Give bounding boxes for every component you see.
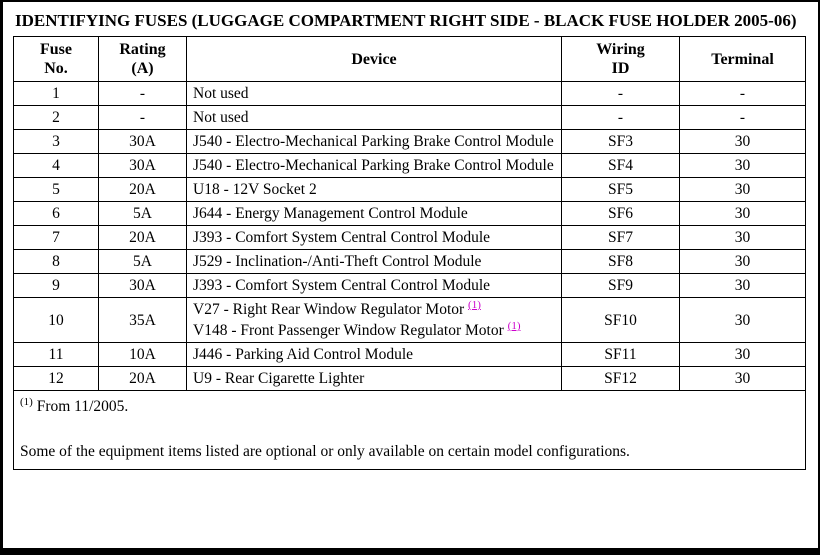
fuse-no-cell: 7 [13,225,99,250]
wiring-id-cell: - [561,81,680,106]
fuse-no-cell: 3 [13,129,99,154]
rating-cell: 20A [98,225,187,250]
fuse-no-cell: 4 [13,153,99,178]
fuse-no-cell: 6 [13,201,99,226]
wiring-id-cell: SF8 [561,249,680,274]
wiring-id-cell: SF9 [561,273,680,298]
table-header-row: Fuse No. Rating (A) Device Wiring ID Ter… [13,36,806,82]
footnote: (1) From 11/2005. [20,392,799,417]
wiring-id-cell: SF11 [561,342,680,367]
rating-cell: 5A [98,201,187,226]
fuse-row: 10 35A V27 - Right Rear Window Regulator M… [13,297,806,343]
fuse-no-cell: 8 [13,249,99,274]
wiring-id-cell: SF10 [561,297,680,343]
col-header-wiring-id: Wiring ID [561,36,680,82]
rating-cell: 30A [98,129,187,154]
fuse-row: 3 30A J540 - Electro-Mechanical Parking Br… [13,129,806,154]
device-cell: J540 - Electro-Mechanical Parking Brake … [186,129,562,154]
fuse-no-cell: 9 [13,273,99,298]
device-text: V27 - Right Rear Window Regulator Motor [193,301,469,318]
device-cell: Not used [186,81,562,106]
fuse-no-cell: 1 [13,81,99,106]
device-cell: J393 - Comfort System Central Control Mo… [186,225,562,250]
table-footer-row: (1) From 11/2005. Some of the equipment … [13,389,806,471]
rating-cell: 20A [98,177,187,202]
col-header-fuse-no: Fuse No. [13,36,99,82]
terminal-cell: 30 [679,297,806,343]
footer-cell: (1) From 11/2005. Some of the equipment … [13,389,806,471]
device-cell: J540 - Electro-Mechanical Parking Brake … [186,153,562,178]
terminal-cell: 30 [679,201,806,226]
rating-cell: 20A [98,366,187,391]
fuse-row: 4 30A J540 - Electro-Mechanical Parking Br… [13,153,806,178]
fuse-no-cell: 10 [13,297,99,343]
device-cell: J529 - Inclination-/Anti-Theft Control M… [186,249,562,274]
fuse-table-body: 1- Not used - -2- Not used - -3 30A J540 - Elect… [13,81,806,391]
fuse-row: 7 20A J393 - Comfort System Central Contro… [13,225,806,250]
fuse-row: 6 5A J644 - Energy Management Control Modu… [13,201,806,226]
fuse-row: 12 20A U9 - Rear Cigarette Lighter SF12 30 [13,366,806,391]
rating-cell: 5A [98,249,187,274]
rating-cell: 35A [98,297,187,343]
fuse-row: 11 10A J446 - Parking Aid Control Module SF… [13,342,806,367]
device-cell: U18 - 12V Socket 2 [186,177,562,202]
rating-cell: 10A [98,342,187,367]
terminal-cell: 30 [679,129,806,154]
device-cell: J446 - Parking Aid Control Module [186,342,562,367]
fuse-row: 9 30A J393 - Comfort System Central Contro… [13,273,806,298]
fuse-no-cell: 11 [13,342,99,367]
fuse-no-cell: 12 [13,366,99,391]
fuse-table: Fuse No. Rating (A) Device Wiring ID Ter… [13,36,806,471]
device-cell: Not used [186,105,562,130]
terminal-cell: 30 [679,177,806,202]
wiring-id-cell: SF6 [561,201,680,226]
wiring-id-cell: - [561,105,680,130]
rating-cell: - [98,81,187,106]
rating-cell: 30A [98,273,187,298]
rating-cell: 30A [98,153,187,178]
footnote-ref-link[interactable]: (1) [468,298,481,311]
device-cell: J393 - Comfort System Central Control Mo… [186,273,562,298]
terminal-cell: 30 [679,153,806,178]
wiring-id-cell: SF4 [561,153,680,178]
fuse-row: 2- Not used - - [13,105,806,130]
device-cell: J644 - Energy Management Control Module [186,201,562,226]
footnote-text: From 11/2005. [32,398,129,416]
fuse-row: 5 20A U18 - 12V Socket 2 SF5 30 [13,177,806,202]
terminal-cell: 30 [679,342,806,367]
device-cell: U9 - Rear Cigarette Lighter [186,366,562,391]
disclaimer-text: Some of the equipment items listed are o… [20,443,630,461]
device-text: V148 - Front Passenger Window Regulator … [193,322,508,339]
terminal-cell: 30 [679,273,806,298]
terminal-cell: 30 [679,225,806,250]
rating-cell: - [98,105,187,130]
device-cell: V27 - Right Rear Window Regulator Motor … [186,297,562,343]
fuse-no-cell: 5 [13,177,99,202]
terminal-cell: 30 [679,366,806,391]
wiring-id-cell: SF5 [561,177,680,202]
terminal-cell: - [679,105,806,130]
footnote-marker: (1) [20,396,33,408]
fuse-row: 8 5A J529 - Inclination-/Anti-Theft Contro… [13,249,806,274]
footnote-ref-link[interactable]: (1) [507,319,521,332]
fuse-no-cell: 2 [13,105,99,130]
wiring-id-cell: SF3 [561,129,680,154]
page-title: IDENTIFYING FUSES (LUGGAGE COMPARTMENT R… [15,11,797,30]
col-header-rating: Rating (A) [98,36,187,82]
terminal-cell: 30 [679,249,806,274]
fuse-row: 1- Not used - - [13,81,806,106]
col-header-device: Device [186,36,562,82]
wiring-id-cell: SF7 [561,225,680,250]
col-header-terminal: Terminal [679,36,806,82]
wiring-id-cell: SF12 [561,366,680,391]
terminal-cell: - [679,81,806,106]
